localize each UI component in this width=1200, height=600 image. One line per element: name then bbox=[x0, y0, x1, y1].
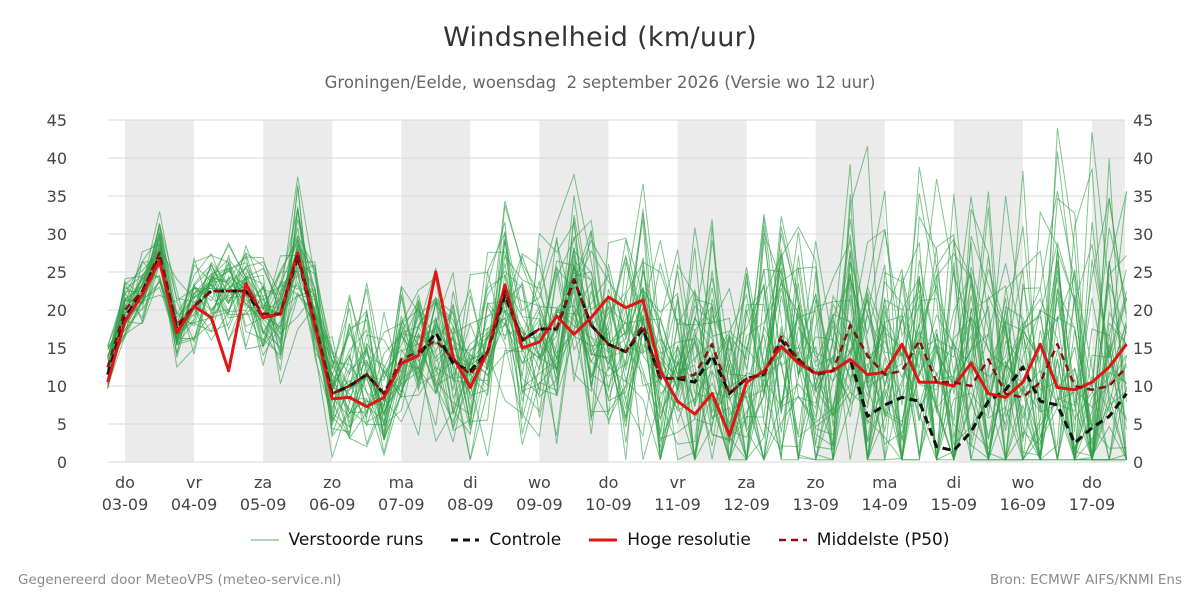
x-tick-day-11: ma bbox=[872, 473, 897, 492]
x-tick-day-13: wo bbox=[1011, 473, 1034, 492]
y-tick-left-10: 10 bbox=[47, 377, 67, 396]
x-tick-date-0: 03-09 bbox=[102, 495, 149, 514]
ensemble-run bbox=[107, 229, 1127, 460]
ensemble-run bbox=[107, 190, 1127, 461]
x-axis: do 03-09 vr 04-09 za 05-09 zo 06-09 ma 07-09 di 08-… bbox=[102, 473, 1115, 514]
x-tick-date-1: 04-09 bbox=[171, 495, 218, 514]
legend-item-control: Controle bbox=[451, 530, 561, 550]
y-tick-right-30: 30 bbox=[1133, 225, 1153, 244]
legend-swatch-high-res bbox=[589, 538, 618, 542]
legend-swatch-control bbox=[451, 538, 480, 542]
x-tick-day-3: zo bbox=[323, 473, 341, 492]
ensemble-run bbox=[107, 205, 1127, 462]
y-tick-right-10: 10 bbox=[1133, 377, 1153, 396]
chart-subtitle: Groningen/Eelde, woensdag 2 september 20… bbox=[324, 73, 876, 92]
y-axis-right: 0 5 10 15 20 25 30 35 40 45 bbox=[1133, 111, 1153, 472]
x-tick-date-4: 07-09 bbox=[378, 495, 425, 514]
x-tick-day-8: vr bbox=[670, 473, 686, 492]
footer-generator: Gegenereerd door MeteoVPS (meteo-service… bbox=[18, 572, 342, 588]
x-tick-day-7: do bbox=[599, 473, 619, 492]
footer-source: Bron: ECMWF AIFS/KNMI Ens bbox=[989, 572, 1182, 588]
legend-item-high-res: Hoge resolutie bbox=[589, 530, 751, 550]
y-tick-right-5: 5 bbox=[1133, 415, 1143, 434]
ensemble-run bbox=[107, 225, 1127, 462]
legend-swatch-ensemble bbox=[250, 539, 279, 541]
legend-item-ensemble: Verstoorde runs bbox=[250, 530, 424, 550]
y-tick-left-40: 40 bbox=[47, 149, 67, 168]
y-tick-left-15: 15 bbox=[47, 339, 67, 358]
ensemble-runs bbox=[107, 127, 1127, 462]
x-tick-date-11: 14-09 bbox=[862, 495, 909, 514]
main-series bbox=[106, 251, 1128, 453]
x-tick-date-12: 15-09 bbox=[931, 495, 978, 514]
x-tick-day-12: di bbox=[947, 473, 962, 492]
x-tick-day-2: za bbox=[254, 473, 272, 492]
legend-item-median: Middelste (P50) bbox=[778, 530, 950, 550]
x-tick-day-0: do bbox=[115, 473, 135, 492]
ensemble-run bbox=[107, 230, 1127, 460]
legend-label-control: Controle bbox=[489, 530, 562, 550]
chart-title: Windsnelheid (km/uur) bbox=[443, 22, 757, 53]
ensemble-run bbox=[107, 191, 1127, 461]
x-tick-day-5: di bbox=[463, 473, 478, 492]
y-tick-right-0: 0 bbox=[1133, 453, 1143, 472]
ensemble-run bbox=[107, 132, 1127, 460]
y-tick-left-20: 20 bbox=[47, 301, 67, 320]
x-tick-date-5: 08-09 bbox=[447, 495, 494, 514]
y-tick-right-35: 35 bbox=[1133, 187, 1153, 206]
y-tick-left-0: 0 bbox=[57, 453, 67, 472]
x-tick-date-10: 13-09 bbox=[792, 495, 839, 514]
ensemble-run bbox=[107, 158, 1127, 461]
legend-swatch-median bbox=[778, 538, 807, 542]
y-axis-left: 0 5 10 15 20 25 30 35 40 45 bbox=[47, 111, 67, 472]
legend: Verstoorde runs Controle Hoge resolutie … bbox=[0, 530, 1200, 550]
ensemble-run bbox=[107, 193, 1127, 462]
series-control bbox=[106, 255, 1128, 453]
y-tick-right-15: 15 bbox=[1133, 339, 1153, 358]
x-tick-date-9: 12-09 bbox=[723, 495, 770, 514]
y-tick-left-35: 35 bbox=[47, 187, 67, 206]
x-tick-date-3: 06-09 bbox=[309, 495, 356, 514]
x-tick-day-14: do bbox=[1082, 473, 1102, 492]
x-tick-date-2: 05-09 bbox=[240, 495, 287, 514]
y-tick-right-40: 40 bbox=[1133, 149, 1153, 168]
x-tick-date-6: 09-09 bbox=[516, 495, 563, 514]
y-tick-left-5: 5 bbox=[57, 415, 67, 434]
legend-label-ensemble: Verstoorde runs bbox=[288, 530, 424, 550]
x-tick-day-6: wo bbox=[528, 473, 551, 492]
x-tick-date-8: 11-09 bbox=[654, 495, 701, 514]
x-tick-date-13: 16-09 bbox=[1000, 495, 1047, 514]
y-tick-right-45: 45 bbox=[1133, 111, 1153, 130]
x-tick-day-9: za bbox=[738, 473, 756, 492]
y-tick-right-20: 20 bbox=[1133, 301, 1153, 320]
legend-label-high-res: Hoge resolutie bbox=[627, 530, 751, 550]
x-tick-day-4: ma bbox=[389, 473, 414, 492]
y-tick-left-30: 30 bbox=[47, 225, 67, 244]
y-tick-left-25: 25 bbox=[47, 263, 67, 282]
x-tick-date-7: 10-09 bbox=[585, 495, 632, 514]
y-tick-left-45: 45 bbox=[47, 111, 67, 130]
ensemble-run bbox=[107, 208, 1127, 461]
y-tick-right-25: 25 bbox=[1133, 263, 1153, 282]
x-tick-day-1: vr bbox=[186, 473, 202, 492]
x-tick-day-10: zo bbox=[807, 473, 825, 492]
series-median bbox=[106, 251, 1128, 399]
legend-label-median: Middelste (P50) bbox=[816, 530, 950, 550]
x-tick-date-14: 17-09 bbox=[1069, 495, 1116, 514]
